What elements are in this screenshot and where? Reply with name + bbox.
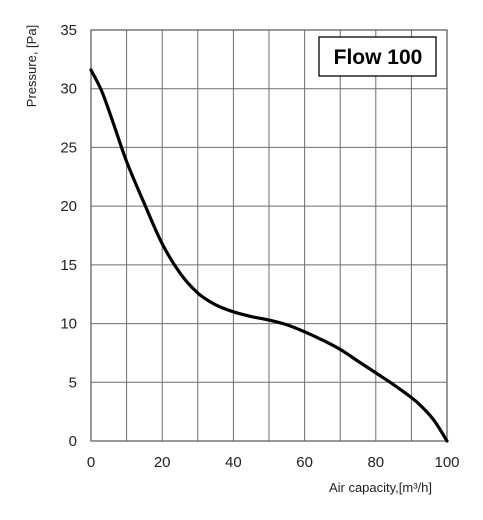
grid <box>90 29 448 442</box>
x-axis-label: Air capacity,[m³/h] <box>329 480 432 495</box>
y-tick-label: 20 <box>60 198 77 215</box>
x-tick-label: 100 <box>434 454 459 471</box>
y-tick-label: 15 <box>60 257 77 274</box>
legend-box <box>318 36 437 77</box>
y-tick-label: 35 <box>60 22 77 39</box>
x-tick-label: 60 <box>296 454 313 471</box>
plot-border <box>90 29 448 442</box>
y-tick-label: 0 <box>69 433 77 450</box>
x-tick-label: 80 <box>367 454 384 471</box>
x-tick-label: 20 <box>154 454 171 471</box>
y-tick-label: 25 <box>60 139 77 156</box>
y-tick-label: 30 <box>60 81 77 98</box>
legend: Flow 100 <box>318 36 437 77</box>
series-layer <box>89 68 449 443</box>
y-axis-label: Pressure, [Pa] <box>24 25 39 107</box>
y-tick-label: 5 <box>69 374 77 391</box>
x-tick-labels: 0 20 40 60 80 100 <box>87 454 460 471</box>
series-line <box>89 68 449 443</box>
y-tick-label: 10 <box>60 316 77 333</box>
x-tick-label: 0 <box>87 454 95 471</box>
y-tick-labels: 0 5 10 15 20 25 30 35 <box>60 22 77 450</box>
plot-frame <box>90 29 448 442</box>
legend-label: Flow 100 <box>334 46 423 69</box>
x-tick-label: 40 <box>225 454 242 471</box>
